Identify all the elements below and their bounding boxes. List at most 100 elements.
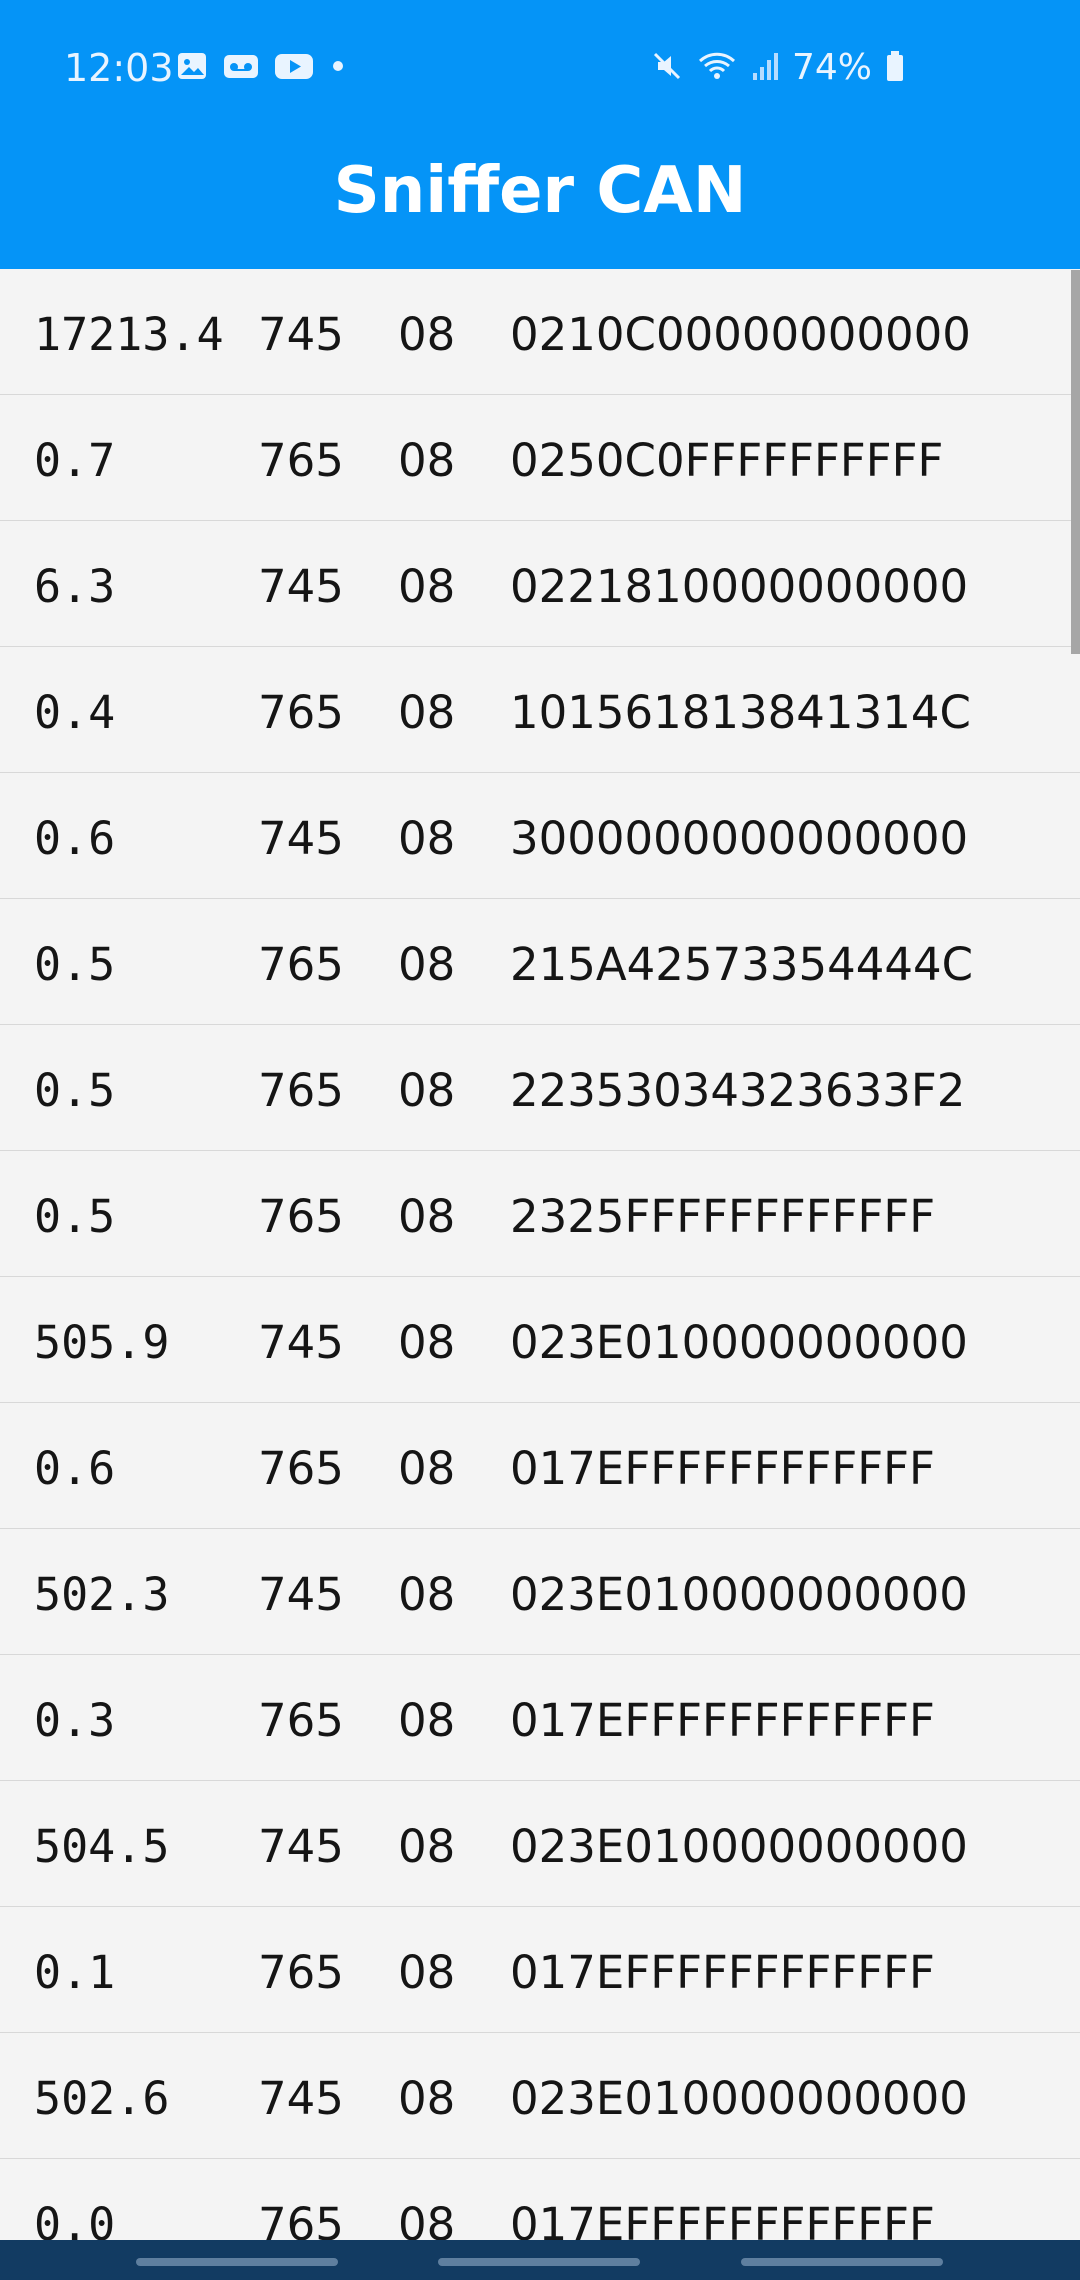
nav-handle-center[interactable]	[438, 2258, 640, 2266]
message-time: 0.7	[34, 434, 116, 487]
message-id: 745	[258, 308, 344, 361]
table-row[interactable]: 0.5 765 08 22353034323633F2	[0, 1025, 1080, 1151]
message-data: 017EFFFFFFFFFFFF	[510, 2198, 935, 2240]
message-time: 505.9	[34, 1316, 170, 1369]
message-id: 765	[258, 938, 344, 991]
table-row[interactable]: 0.6 745 08 3000000000000000	[0, 773, 1080, 899]
battery-percentage: 74%	[791, 47, 872, 88]
message-data: 023E010000000000	[510, 1316, 968, 1369]
message-time: 0.5	[34, 1190, 116, 1243]
page-title: Sniffer CAN	[333, 154, 747, 228]
message-data: 22353034323633F2	[510, 1064, 966, 1117]
message-data: 017EFFFFFFFFFFFF	[510, 1946, 935, 1999]
message-data: 023E010000000000	[510, 1568, 968, 1621]
message-time: 502.6	[34, 2072, 170, 2125]
message-data: 0221810000000000	[510, 560, 969, 613]
message-dlc: 08	[398, 1316, 456, 1369]
table-row[interactable]: 0.6 765 08 017EFFFFFFFFFFFF	[0, 1403, 1080, 1529]
message-id: 745	[258, 560, 344, 613]
message-id: 745	[258, 1568, 344, 1621]
table-row[interactable]: 504.5 745 08 023E010000000000	[0, 1781, 1080, 1907]
message-time: 6.3	[34, 560, 116, 613]
mute-icon	[650, 49, 684, 87]
message-id: 765	[258, 1064, 344, 1117]
message-time: 0.3	[34, 1694, 116, 1747]
table-row[interactable]: 0.4 765 08 101561813841314C	[0, 647, 1080, 773]
message-id: 765	[258, 1694, 344, 1747]
message-time: 504.5	[34, 1820, 170, 1873]
message-dlc: 08	[398, 2198, 456, 2240]
nav-handle-right[interactable]	[741, 2258, 943, 2266]
message-data: 0250C0FFFFFFFFFF	[510, 434, 944, 487]
system-navigation-bar	[0, 2240, 1080, 2280]
signal-icon	[750, 49, 780, 87]
message-id: 765	[258, 434, 344, 487]
message-id: 745	[258, 1316, 344, 1369]
message-time: 0.6	[34, 812, 116, 865]
message-data: 0210C00000000000	[510, 308, 971, 361]
message-id: 765	[258, 686, 344, 739]
message-data: 3000000000000000	[510, 812, 969, 865]
message-dlc: 08	[398, 1568, 456, 1621]
message-time: 0.5	[34, 938, 116, 991]
message-id: 745	[258, 2072, 344, 2125]
message-dlc: 08	[398, 2072, 456, 2125]
message-id: 765	[258, 1190, 344, 1243]
message-id: 765	[258, 1442, 344, 1495]
message-data: 101561813841314C	[510, 686, 971, 739]
message-id: 765	[258, 2198, 344, 2240]
message-time: 0.6	[34, 1442, 116, 1495]
message-dlc: 08	[398, 1694, 456, 1747]
table-row[interactable]: 0.0 765 08 017EFFFFFFFFFFFF	[0, 2159, 1080, 2240]
message-data: 023E010000000000	[510, 1820, 968, 1873]
status-time: 12:03	[64, 46, 174, 90]
message-time: 0.5	[34, 1064, 116, 1117]
youtube-icon	[274, 50, 314, 86]
message-time: 0.0	[34, 2198, 116, 2240]
message-dlc: 08	[398, 560, 456, 613]
table-row[interactable]: 502.3 745 08 023E010000000000	[0, 1529, 1080, 1655]
table-row[interactable]: 505.9 745 08 023E010000000000	[0, 1277, 1080, 1403]
table-row[interactable]: 0.3 765 08 017EFFFFFFFFFFFF	[0, 1655, 1080, 1781]
message-dlc: 08	[398, 308, 456, 361]
table-row[interactable]: 0.7 765 08 0250C0FFFFFFFFFF	[0, 395, 1080, 521]
message-data: 023E010000000000	[510, 2072, 968, 2125]
message-data: 2325FFFFFFFFFFFF	[510, 1190, 936, 1243]
message-dlc: 08	[398, 812, 456, 865]
status-left-icons	[176, 50, 348, 86]
voicemail-icon	[222, 50, 260, 86]
message-time: 17213.4	[34, 308, 224, 361]
app-bar: 12:03	[0, 0, 1080, 269]
message-dlc: 08	[398, 938, 456, 991]
message-time: 502.3	[34, 1568, 170, 1621]
table-row[interactable]: 17213.4 745 08 0210C00000000000	[0, 269, 1080, 395]
list-scrollbar[interactable]	[1071, 270, 1080, 654]
dot-icon	[328, 50, 348, 86]
message-data: 017EFFFFFFFFFFFF	[510, 1442, 935, 1495]
nav-handle-left[interactable]	[136, 2258, 338, 2266]
table-row[interactable]: 502.6 745 08 023E010000000000	[0, 2033, 1080, 2159]
table-row[interactable]: 0.1 765 08 017EFFFFFFFFFFFF	[0, 1907, 1080, 2033]
message-dlc: 08	[398, 1064, 456, 1117]
table-row[interactable]: 6.3 745 08 0221810000000000	[0, 521, 1080, 647]
table-row[interactable]: 0.5 765 08 2325FFFFFFFFFFFF	[0, 1151, 1080, 1277]
message-dlc: 08	[398, 1820, 456, 1873]
message-dlc: 08	[398, 434, 456, 487]
message-id: 765	[258, 1946, 344, 1999]
message-time: 0.1	[34, 1946, 116, 1999]
message-data: 017EFFFFFFFFFFFF	[510, 1694, 935, 1747]
message-data: 215A42573354444C	[510, 938, 974, 991]
table-row[interactable]: 0.5 765 08 215A42573354444C	[0, 899, 1080, 1025]
gallery-icon	[176, 50, 208, 86]
message-dlc: 08	[398, 1190, 456, 1243]
status-bar: 12:03	[0, 0, 1080, 136]
wifi-icon	[696, 49, 738, 87]
message-id: 745	[258, 812, 344, 865]
status-right: 74%	[650, 44, 906, 92]
message-dlc: 08	[398, 686, 456, 739]
can-message-list[interactable]: 17213.4 745 08 0210C00000000000 0.7 765 …	[0, 269, 1080, 2240]
message-dlc: 08	[398, 1946, 456, 1999]
message-id: 745	[258, 1820, 344, 1873]
message-dlc: 08	[398, 1442, 456, 1495]
battery-icon	[884, 49, 906, 87]
